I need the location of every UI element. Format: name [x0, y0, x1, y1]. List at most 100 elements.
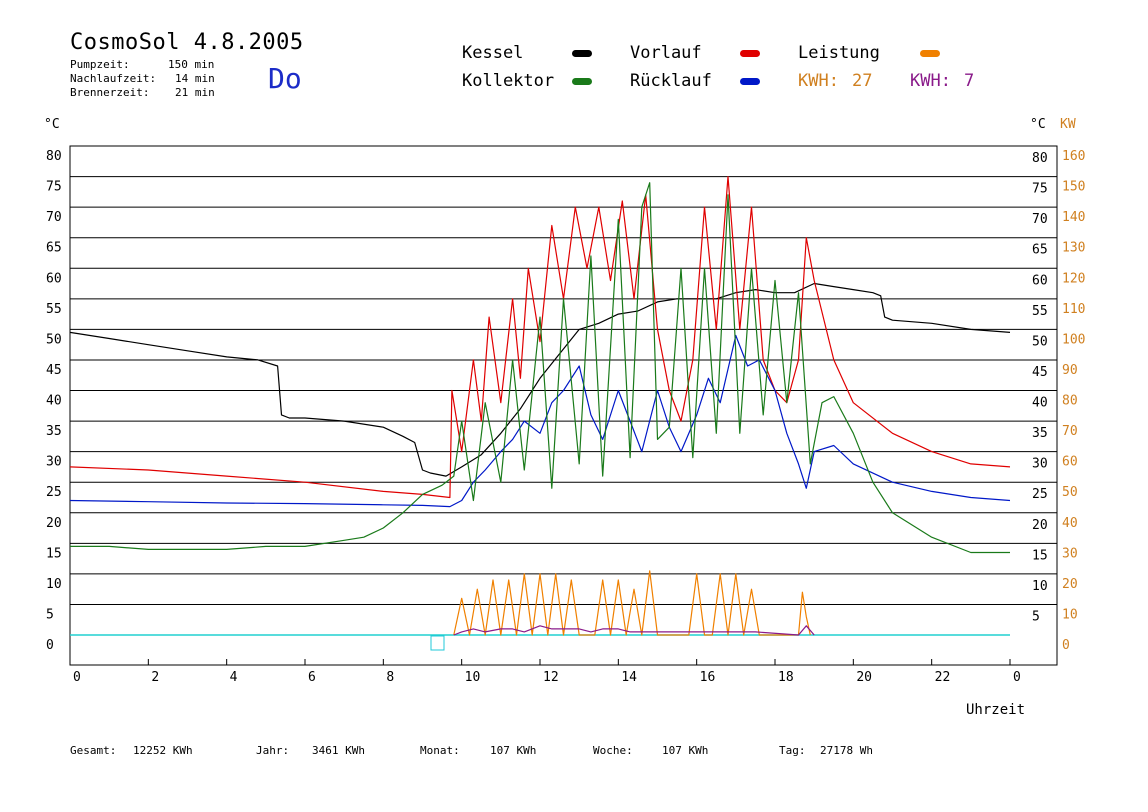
y-tick-label: 35	[46, 424, 62, 439]
x-tick-label: 18	[778, 670, 794, 685]
y-tick-label: 55	[46, 302, 62, 317]
y-tick-label-right: 35	[1032, 426, 1048, 441]
kw-tick-label: 70	[1062, 424, 1078, 439]
y-tick-label: 40	[46, 394, 62, 409]
footer-week-label: Woche:	[593, 744, 633, 757]
legend-kollektor-label: Kollektor	[462, 71, 555, 91]
y-tick-label-right: 40	[1032, 396, 1048, 411]
y-tick-label: 0	[46, 638, 54, 653]
x-axis-label: Uhrzeit	[966, 702, 1025, 718]
x-tick-label: 0	[1013, 670, 1021, 685]
kw-tick-label: 10	[1062, 607, 1078, 622]
footer-month-value: 107 KWh	[490, 744, 537, 757]
footer-week-value: 107 KWh	[662, 744, 709, 757]
y-tick-label: 25	[46, 485, 62, 500]
kw-tick-label: 20	[1062, 577, 1078, 592]
footer-day-value: 27178 Wh	[820, 744, 873, 757]
y-tick-label-right: 65	[1032, 243, 1048, 258]
footer-year-value: 3461 KWh	[312, 744, 365, 757]
x-tick-label: 12	[543, 670, 559, 685]
legend-kessel-swatch	[572, 50, 592, 57]
footer-total-label: Gesamt:	[70, 744, 117, 757]
legend-kwh1-label: KWH:	[798, 71, 839, 91]
kw-tick-label: 90	[1062, 363, 1078, 378]
y-tick-label-right: 50	[1032, 334, 1048, 349]
y-tick-label-right: 10	[1032, 579, 1048, 594]
y-tick-label: 80	[46, 149, 62, 164]
y-tick-label-right: 30	[1032, 457, 1048, 472]
y-tick-label-right: 45	[1032, 365, 1048, 380]
kw-tick-label: 110	[1062, 302, 1085, 317]
legend-kwh2-value: 7	[964, 71, 975, 91]
y-tick-label-right: 20	[1032, 518, 1048, 533]
kw-tick-label: 160	[1062, 149, 1085, 164]
y-tick-label: 20	[46, 516, 62, 531]
y-tick-label-right: 15	[1032, 548, 1048, 563]
x-tick-label: 16	[700, 670, 716, 685]
x-tick-label: 4	[230, 670, 238, 685]
y-axis-unit-kw: KW	[1060, 117, 1076, 132]
series-line-leistung-2	[453, 625, 815, 636]
series-line-kollektor	[70, 182, 1010, 554]
burner-time-label: Brennerzeit:	[70, 86, 150, 99]
footer-year-label: Jahr:	[256, 744, 290, 757]
chart-title: CosmoSol 4.8.2005	[70, 30, 304, 55]
y-tick-label-right: 60	[1032, 273, 1048, 288]
y-tick-label: 70	[46, 210, 62, 225]
x-tick-label: 0	[73, 670, 81, 685]
x-tick-label: 2	[151, 670, 159, 685]
legend-leistung-swatch	[920, 50, 940, 57]
legend-kessel-label: Kessel	[462, 43, 524, 63]
y-tick-label: 30	[46, 455, 62, 470]
x-tick-label: 22	[935, 670, 951, 685]
x-tick-label: 14	[621, 670, 637, 685]
y-tick-label: 65	[46, 241, 62, 256]
y-tick-label-right: 5	[1032, 609, 1040, 624]
y-tick-label: 10	[46, 577, 62, 592]
legend-leistung-label: Leistung	[798, 43, 880, 63]
pump-time-label: Pumpzeit:	[70, 58, 130, 71]
kw-tick-label: 30	[1062, 546, 1078, 561]
weekday-label: Do	[268, 62, 302, 95]
footer-day-label: Tag:	[779, 744, 806, 757]
x-tick-label: 6	[308, 670, 316, 685]
after-run-time-label: Nachlaufzeit:	[70, 72, 157, 85]
legend-vorlauf-label: Vorlauf	[630, 43, 702, 63]
legend-ruecklauf-swatch	[740, 78, 760, 85]
legend-kollektor-swatch	[572, 78, 592, 85]
y-tick-label-right: 25	[1032, 487, 1048, 502]
series-line-vorlauf	[69, 176, 1011, 499]
kw-tick-label: 50	[1062, 485, 1078, 500]
footer-total-value: 12252 KWh	[133, 744, 193, 757]
y-tick-label-right: 70	[1032, 212, 1048, 227]
kw-tick-label: 140	[1062, 210, 1085, 225]
kw-tick-label: 130	[1062, 241, 1085, 256]
y-tick-label: 5	[46, 607, 54, 622]
y-tick-label-right: 55	[1032, 304, 1048, 319]
series-line-r-cklauf	[69, 334, 1011, 508]
legend-kwh2-label: KWH:	[910, 71, 951, 91]
series-line-leistung	[453, 570, 811, 636]
y-tick-label: 60	[46, 271, 62, 286]
kw-tick-label: 120	[1062, 271, 1085, 286]
y-tick-label: 45	[46, 363, 62, 378]
y-tick-label-right: 75	[1032, 182, 1048, 197]
legend-ruecklauf-label: Rücklauf	[630, 71, 712, 91]
x-tick-label: 8	[386, 670, 394, 685]
kw-tick-label: 80	[1062, 394, 1078, 409]
y-tick-label-right: 80	[1032, 151, 1048, 166]
x-tick-label: 20	[856, 670, 872, 685]
kw-tick-label: 0	[1062, 638, 1070, 653]
marker-box	[430, 635, 445, 651]
footer-month-label: Monat:	[420, 744, 460, 757]
legend-vorlauf-swatch	[740, 50, 760, 57]
kw-tick-label: 60	[1062, 455, 1078, 470]
series-line-kessel	[69, 282, 1011, 477]
burner-time-value: 21 min	[175, 86, 215, 99]
plot-frame	[69, 145, 1058, 666]
y-tick-label: 50	[46, 332, 62, 347]
after-run-time-value: 14 min	[175, 72, 215, 85]
y-tick-label: 15	[46, 546, 62, 561]
